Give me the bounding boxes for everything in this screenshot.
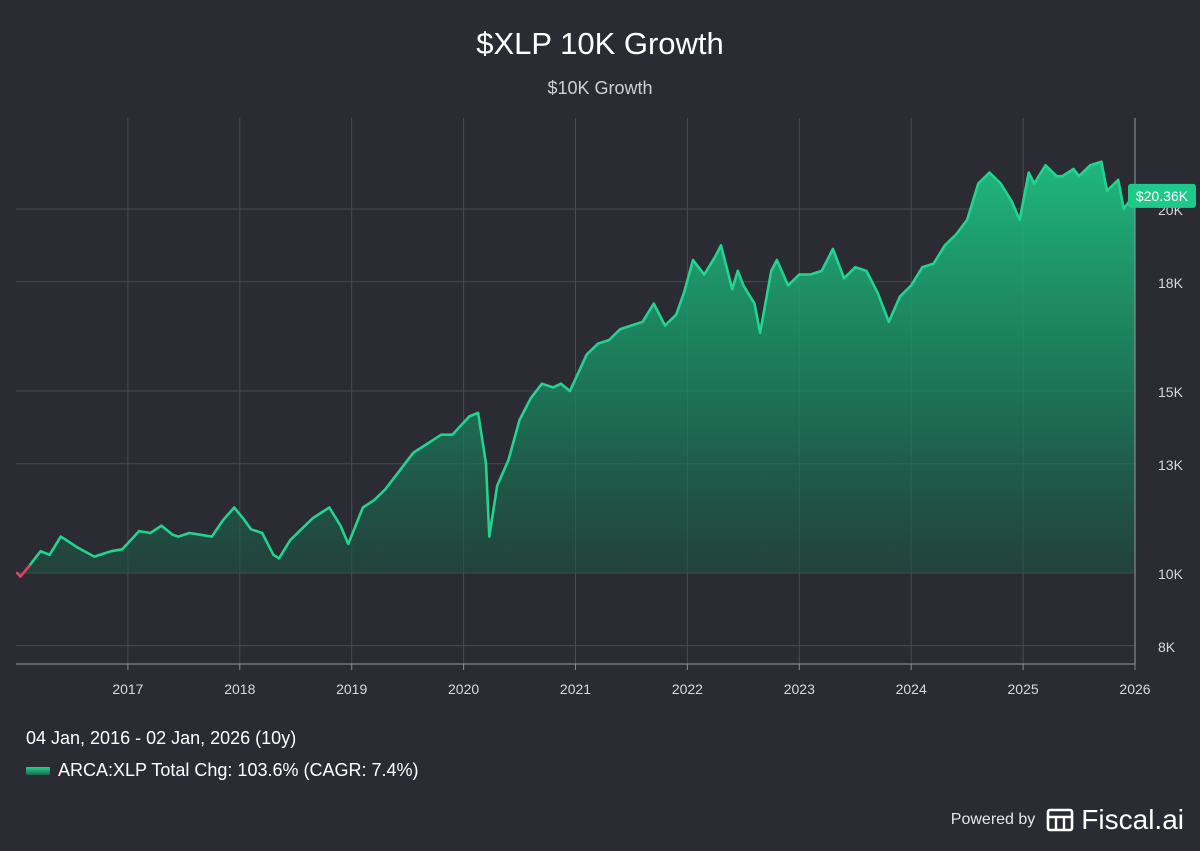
x-tick-label: 2019 <box>336 681 367 697</box>
x-tick-label: 2022 <box>672 681 703 697</box>
chart-subtitle: $10K Growth <box>547 78 653 98</box>
end-value-badge: $20.36K <box>1128 183 1196 208</box>
fiscal-logo-icon <box>1046 808 1074 832</box>
brand-footer: Powered by Fiscal.ai <box>951 804 1184 836</box>
series-area <box>15 160 1137 578</box>
x-tick-label: 2023 <box>784 681 815 697</box>
x-tick-label: 2026 <box>1119 681 1150 697</box>
legend[interactable]: ARCA:XLP Total Chg: 103.6% (CAGR: 7.4%) <box>26 760 419 781</box>
series-line-negative <box>15 564 31 578</box>
x-tick-label: 2018 <box>224 681 255 697</box>
legend-label: ARCA:XLP Total Chg: 103.6% (CAGR: 7.4%) <box>58 760 419 780</box>
brand-name: Fiscal.ai <box>1081 804 1184 835</box>
y-tick-label: 10K <box>1158 566 1184 582</box>
y-tick-label: 8K <box>1158 639 1176 655</box>
chart-title: $XLP 10K Growth <box>476 26 724 61</box>
date-range-text: 04 Jan, 2016 - 02 Jan, 2026 (10y) <box>26 728 297 748</box>
x-tick-label: 2017 <box>112 681 143 697</box>
series-line <box>28 160 1137 567</box>
axes <box>16 118 1136 670</box>
legend-swatch <box>26 766 50 775</box>
x-tick-label: 2021 <box>560 681 591 697</box>
y-tick-label: 18K <box>1158 275 1184 291</box>
end-value-label: $20.36K <box>1136 188 1189 204</box>
y-tick-label: 13K <box>1158 457 1184 473</box>
x-tick-label: 2025 <box>1008 681 1039 697</box>
x-tick-label: 2020 <box>448 681 479 697</box>
y-tick-label: 15K <box>1158 384 1184 400</box>
powered-by-text: Powered by <box>950 811 1036 828</box>
end-value-badge-bg <box>1128 183 1196 208</box>
x-tick-label: 2024 <box>896 681 927 697</box>
series-fill <box>17 161 1136 577</box>
